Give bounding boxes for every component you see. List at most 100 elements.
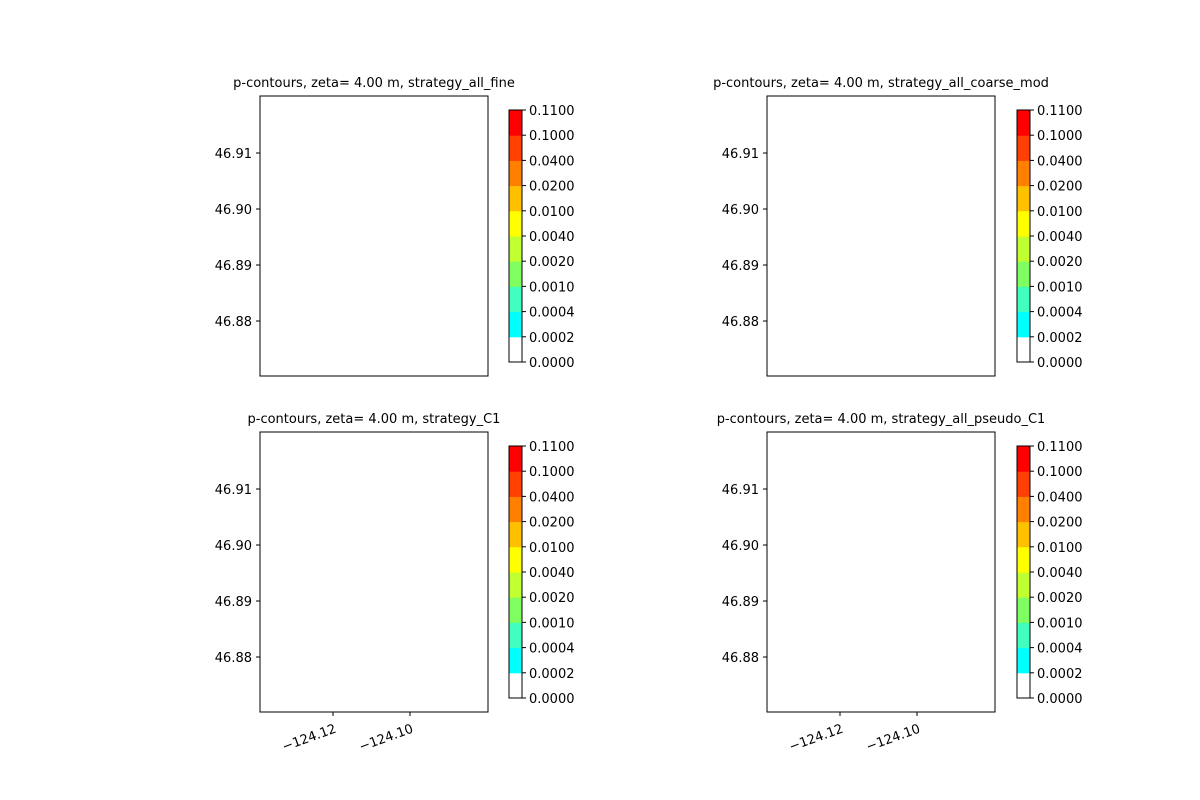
contour-map <box>260 432 488 712</box>
colorbar-segment <box>509 572 522 598</box>
colorbar-tick-label: 0.0400 <box>529 490 575 505</box>
colorbar-tick-label: 0.0002 <box>1037 331 1083 346</box>
contour-map <box>260 96 488 376</box>
colorbar-tick-label: 0.0000 <box>529 692 575 707</box>
colorbar-segment <box>509 236 522 262</box>
y-tick-label: 46.89 <box>215 595 252 610</box>
colorbar-segment <box>509 336 522 363</box>
colorbar-tick-label: 0.0020 <box>1037 591 1083 606</box>
colorbar-tick-label: 0.1000 <box>1037 465 1083 480</box>
colorbar-segment <box>509 672 522 699</box>
colorbar-segment <box>1017 336 1030 363</box>
contour-map <box>767 96 995 376</box>
colorbar-segment <box>1017 210 1030 237</box>
colorbar-segment <box>1017 572 1030 598</box>
y-tick-label: 46.91 <box>722 147 759 162</box>
axes-frame <box>766 95 996 377</box>
colorbar-tick-label: 0.0200 <box>1037 516 1083 531</box>
colorbar-segment <box>1017 672 1030 699</box>
colorbar-tick-label: 0.0100 <box>1037 541 1083 556</box>
colorbar-tick-label: 0.0040 <box>1037 566 1083 581</box>
y-tick-label: 46.90 <box>215 203 252 218</box>
x-tick-label: −124.12 <box>280 722 338 755</box>
colorbar-segment <box>1017 236 1030 262</box>
y-tick-label: 46.90 <box>722 539 759 554</box>
y-tick-label: 46.88 <box>722 651 759 666</box>
colorbar-segment <box>1017 261 1030 287</box>
y-tick-label: 46.91 <box>215 147 252 162</box>
colorbar-tick-label: 0.0200 <box>1037 180 1083 195</box>
panel-3: p-contours, zeta= 4.00 m, strategy_C1 46.… <box>215 412 575 755</box>
colorbar-tick-label: 0.0400 <box>529 154 575 169</box>
colorbar-segment <box>509 597 522 623</box>
colorbar-segment <box>509 311 522 338</box>
y-tick-label: 46.90 <box>215 539 252 554</box>
colorbar-segment <box>509 647 522 674</box>
colorbar-tick-label: 0.0100 <box>1037 205 1083 220</box>
y-tick-label: 46.88 <box>722 315 759 330</box>
colorbar-tick-label: 0.0004 <box>529 306 575 321</box>
panel-title: p-contours, zeta= 4.00 m, strategy_all_f… <box>233 76 515 91</box>
colorbar-tick-label: 0.0020 <box>529 255 575 270</box>
colorbar-segment <box>1017 446 1030 472</box>
colorbar-tick-label: 0.0040 <box>529 566 575 581</box>
colorbar-tick-label: 0.0002 <box>1037 667 1083 682</box>
colorbar: 0.0000 0.0002 0.0004 0.0010 0.0020 0.0040 0.01… <box>1016 104 1083 371</box>
contour-map <box>767 432 995 712</box>
colorbar-tick-label: 0.0010 <box>1037 616 1083 631</box>
x-tick-label: −124.10 <box>864 722 922 755</box>
colorbar-segment <box>509 261 522 287</box>
axes-frame <box>766 431 996 713</box>
colorbar-tick-label: 0.0010 <box>529 280 575 295</box>
colorbar-tick-label: 0.1100 <box>529 440 575 455</box>
colorbar-segment <box>1017 597 1030 623</box>
colorbar-tick-label: 0.1100 <box>1037 104 1083 119</box>
colorbar-tick-label: 0.0004 <box>1037 306 1083 321</box>
y-tick-label: 46.89 <box>722 595 759 610</box>
colorbar-tick-label: 0.0000 <box>529 356 575 371</box>
colorbar-tick-label: 0.0400 <box>1037 490 1083 505</box>
panel-4: p-contours, zeta= 4.00 m, strategy_all_p… <box>717 412 1083 755</box>
colorbar-segment <box>1017 185 1030 212</box>
colorbar-tick-label: 0.0010 <box>529 616 575 631</box>
colorbar-tick-label: 0.1100 <box>1037 440 1083 455</box>
colorbar-segment <box>1017 546 1030 573</box>
panel-title: p-contours, zeta= 4.00 m, strategy_all_c… <box>713 76 1049 91</box>
colorbar-segment <box>509 521 522 548</box>
colorbar-segment <box>1017 647 1030 674</box>
colorbar-segment <box>509 160 522 187</box>
colorbar-tick-label: 0.0002 <box>529 331 575 346</box>
colorbar-segment <box>1017 496 1030 523</box>
colorbar-tick-label: 0.0100 <box>529 205 575 220</box>
panel-title: p-contours, zeta= 4.00 m, strategy_all_p… <box>717 412 1046 427</box>
colorbar-segment <box>509 471 522 497</box>
colorbar-tick-label: 0.0040 <box>529 230 575 245</box>
panel-1: p-contours, zeta= 4.00 m, strategy_all_f… <box>215 76 575 377</box>
colorbar-tick-label: 0.0002 <box>529 667 575 682</box>
colorbar-tick-label: 0.1000 <box>529 465 575 480</box>
colorbar-tick-label: 0.0100 <box>529 541 575 556</box>
colorbar-segment <box>1017 160 1030 187</box>
colorbar-segment <box>509 185 522 212</box>
colorbar-tick-label: 0.0020 <box>529 591 575 606</box>
colorbar-tick-label: 0.0200 <box>529 516 575 531</box>
colorbar-segment <box>1017 622 1030 649</box>
colorbar-tick-label: 0.0004 <box>1037 642 1083 657</box>
colorbar-tick-label: 0.1000 <box>529 129 575 144</box>
colorbar-segment <box>1017 311 1030 338</box>
y-tick-label: 46.89 <box>722 259 759 274</box>
colorbar-segment <box>509 546 522 573</box>
colorbar-segment <box>509 496 522 523</box>
colorbar-segment <box>1017 286 1030 313</box>
panel-title: p-contours, zeta= 4.00 m, strategy_C1 <box>248 412 501 427</box>
y-tick-label: 46.88 <box>215 315 252 330</box>
y-tick-label: 46.91 <box>722 483 759 498</box>
colorbar: 0.0000 0.0002 0.0004 0.0010 0.0020 0.0040 0.01… <box>1016 440 1083 707</box>
colorbar-tick-label: 0.0004 <box>529 642 575 657</box>
colorbar-tick-label: 0.0000 <box>1037 692 1083 707</box>
colorbar-segment <box>509 286 522 313</box>
x-tick-label: −124.10 <box>357 722 415 755</box>
colorbar-tick-label: 0.1100 <box>529 104 575 119</box>
colorbar-tick-label: 0.0010 <box>1037 280 1083 295</box>
colorbar-segment <box>1017 135 1030 161</box>
